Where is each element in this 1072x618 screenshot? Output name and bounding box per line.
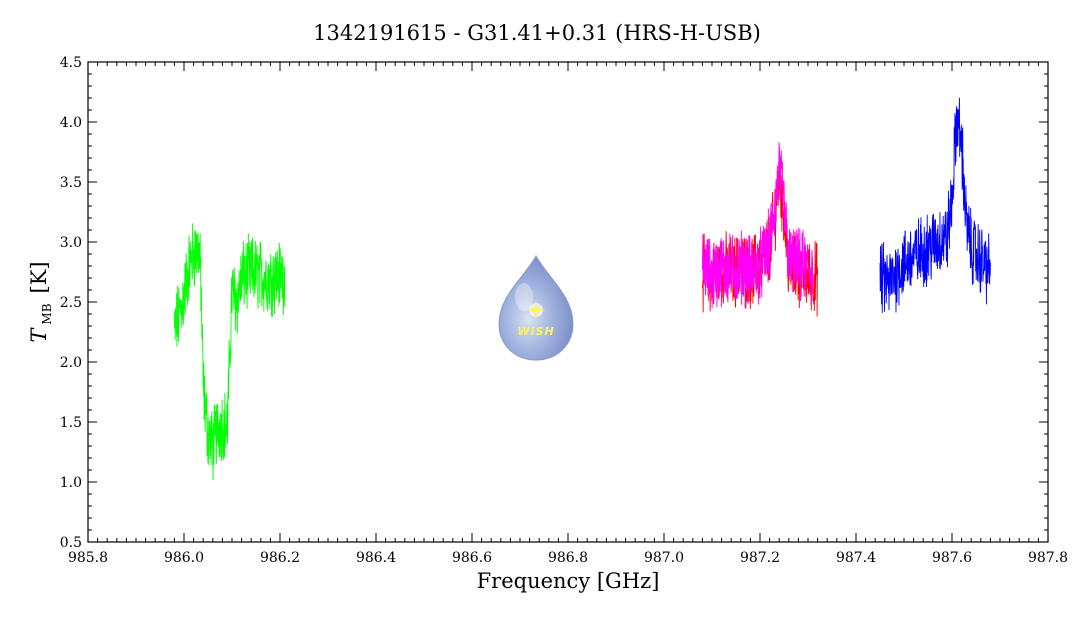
svg-text:T MB [K]: T MB [K] [27,261,55,342]
x-tick-label: 987.6 [932,550,972,566]
x-tick-label: 985.8 [68,550,108,566]
y-tick-label: 3.5 [60,175,82,191]
x-tick-label: 986.0 [164,550,204,566]
x-tick-label: 986.8 [548,550,588,566]
y-tick-label: 4.0 [60,115,82,131]
x-tick-label: 987.0 [644,550,684,566]
x-axis-ticks [87,62,1049,542]
y-axis-tick-labels: 0.5 1.0 1.5 2.0 2.5 3.0 3.5 4.0 4.5 [60,55,82,551]
logo-label: WISH [517,325,554,338]
x-tick-label: 987.8 [1028,550,1068,566]
x-tick-label: 986.2 [260,550,300,566]
y-axis-ticks [88,61,1048,543]
y-axis-label-sub: MB [40,303,54,324]
y-tick-label: 4.5 [60,55,82,71]
y-axis-label-unit: [K] [27,261,51,293]
y-tick-label: 2.0 [60,355,82,371]
x-axis-tick-labels: 985.8 986.0 986.2 986.4 986.6 986.8 987.0 987.2… [68,550,1068,566]
x-axis-label: Frequency [GHz] [477,569,660,593]
y-tick-label: 1.5 [60,415,82,431]
y-tick-label: 2.5 [60,295,82,311]
series-layer [173,97,991,481]
y-axis-label-main: T [27,327,51,343]
wish-logo: WISH [498,254,574,361]
series-line-3 [701,142,814,309]
y-tick-label: 3.0 [60,235,82,251]
x-tick-label: 987.2 [740,550,780,566]
x-tick-label: 986.6 [452,550,492,566]
series-line-1 [173,223,286,481]
x-tick-label: 986.4 [356,550,396,566]
chart-title: 1342191615 - G31.41+0.31 (HRS-H-USB) [313,21,761,45]
x-tick-label: 987.4 [836,550,876,566]
y-tick-label: 0.5 [60,535,82,551]
series-line-4 [879,97,991,314]
y-tick-label: 1.0 [60,475,82,491]
y-axis-label: T MB [K] [27,261,55,342]
